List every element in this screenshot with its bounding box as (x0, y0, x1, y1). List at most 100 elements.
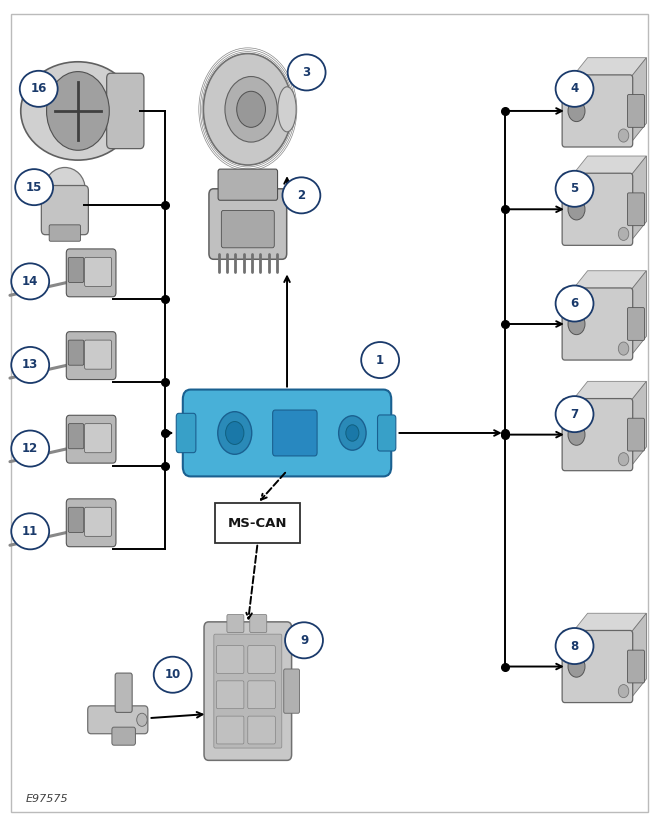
FancyBboxPatch shape (176, 413, 196, 453)
FancyBboxPatch shape (627, 418, 645, 451)
FancyBboxPatch shape (69, 424, 84, 449)
Polygon shape (630, 381, 646, 468)
FancyBboxPatch shape (67, 499, 116, 547)
Text: 11: 11 (22, 525, 38, 538)
Circle shape (618, 228, 629, 240)
Ellipse shape (11, 263, 49, 299)
FancyBboxPatch shape (284, 669, 299, 714)
FancyBboxPatch shape (84, 257, 111, 286)
Circle shape (346, 425, 359, 441)
FancyBboxPatch shape (84, 424, 111, 453)
Ellipse shape (288, 54, 326, 91)
Text: 7: 7 (571, 408, 579, 421)
FancyBboxPatch shape (107, 73, 144, 148)
Text: 1: 1 (376, 354, 384, 366)
Text: 13: 13 (22, 359, 38, 371)
FancyBboxPatch shape (378, 415, 396, 451)
Text: 14: 14 (22, 275, 38, 288)
FancyBboxPatch shape (67, 332, 116, 380)
FancyBboxPatch shape (562, 173, 633, 245)
Ellipse shape (285, 622, 323, 658)
Circle shape (568, 101, 585, 121)
Circle shape (47, 72, 109, 150)
FancyBboxPatch shape (115, 673, 132, 713)
FancyBboxPatch shape (67, 249, 116, 297)
FancyBboxPatch shape (273, 410, 317, 456)
Circle shape (568, 314, 585, 335)
FancyBboxPatch shape (221, 210, 274, 248)
Circle shape (204, 54, 292, 165)
FancyBboxPatch shape (248, 716, 275, 744)
FancyBboxPatch shape (183, 389, 391, 476)
FancyBboxPatch shape (627, 650, 645, 683)
Text: 2: 2 (297, 189, 306, 202)
FancyBboxPatch shape (216, 681, 244, 709)
Polygon shape (630, 156, 646, 242)
Polygon shape (571, 271, 646, 291)
Text: 6: 6 (571, 297, 579, 310)
Circle shape (568, 424, 585, 446)
Circle shape (566, 403, 577, 417)
Text: 3: 3 (302, 66, 310, 79)
FancyBboxPatch shape (69, 507, 84, 532)
Polygon shape (630, 613, 646, 700)
Circle shape (568, 199, 585, 220)
Ellipse shape (45, 167, 85, 210)
FancyBboxPatch shape (562, 630, 633, 703)
FancyBboxPatch shape (67, 415, 116, 463)
Circle shape (566, 80, 577, 93)
Ellipse shape (556, 285, 594, 322)
FancyBboxPatch shape (214, 634, 282, 748)
Text: 8: 8 (571, 639, 579, 653)
Circle shape (136, 714, 147, 726)
Circle shape (339, 416, 366, 450)
Text: 5: 5 (571, 182, 579, 196)
FancyBboxPatch shape (562, 398, 633, 471)
Text: 12: 12 (22, 442, 38, 455)
FancyBboxPatch shape (204, 622, 291, 761)
Circle shape (566, 635, 577, 648)
Text: 16: 16 (30, 82, 47, 96)
Text: MS-CAN: MS-CAN (228, 516, 287, 530)
Circle shape (618, 685, 629, 698)
FancyBboxPatch shape (627, 95, 645, 127)
Text: E97575: E97575 (26, 794, 69, 804)
FancyBboxPatch shape (627, 308, 645, 341)
FancyBboxPatch shape (84, 507, 111, 536)
Text: 9: 9 (300, 634, 308, 647)
FancyBboxPatch shape (562, 75, 633, 147)
Polygon shape (630, 271, 646, 356)
Ellipse shape (556, 628, 594, 664)
Ellipse shape (154, 657, 192, 693)
Circle shape (618, 342, 629, 355)
Ellipse shape (20, 62, 135, 160)
FancyBboxPatch shape (42, 186, 88, 234)
Polygon shape (571, 58, 646, 78)
Polygon shape (571, 381, 646, 402)
FancyBboxPatch shape (227, 615, 244, 633)
FancyBboxPatch shape (112, 727, 136, 745)
Ellipse shape (556, 71, 594, 107)
FancyBboxPatch shape (250, 615, 267, 633)
FancyBboxPatch shape (216, 716, 244, 744)
FancyBboxPatch shape (209, 189, 287, 259)
FancyBboxPatch shape (69, 257, 84, 282)
Circle shape (217, 412, 252, 455)
Ellipse shape (283, 177, 320, 214)
Text: 4: 4 (571, 82, 579, 96)
FancyBboxPatch shape (248, 646, 275, 673)
Circle shape (618, 129, 629, 142)
Polygon shape (571, 613, 646, 634)
Ellipse shape (11, 347, 49, 383)
FancyBboxPatch shape (215, 503, 300, 543)
FancyBboxPatch shape (84, 340, 111, 369)
Ellipse shape (556, 171, 594, 207)
Polygon shape (571, 156, 646, 177)
Ellipse shape (15, 169, 53, 205)
Circle shape (237, 92, 266, 127)
FancyBboxPatch shape (216, 646, 244, 673)
FancyBboxPatch shape (218, 169, 277, 200)
Circle shape (225, 77, 277, 142)
Circle shape (618, 453, 629, 466)
Ellipse shape (20, 71, 58, 107)
